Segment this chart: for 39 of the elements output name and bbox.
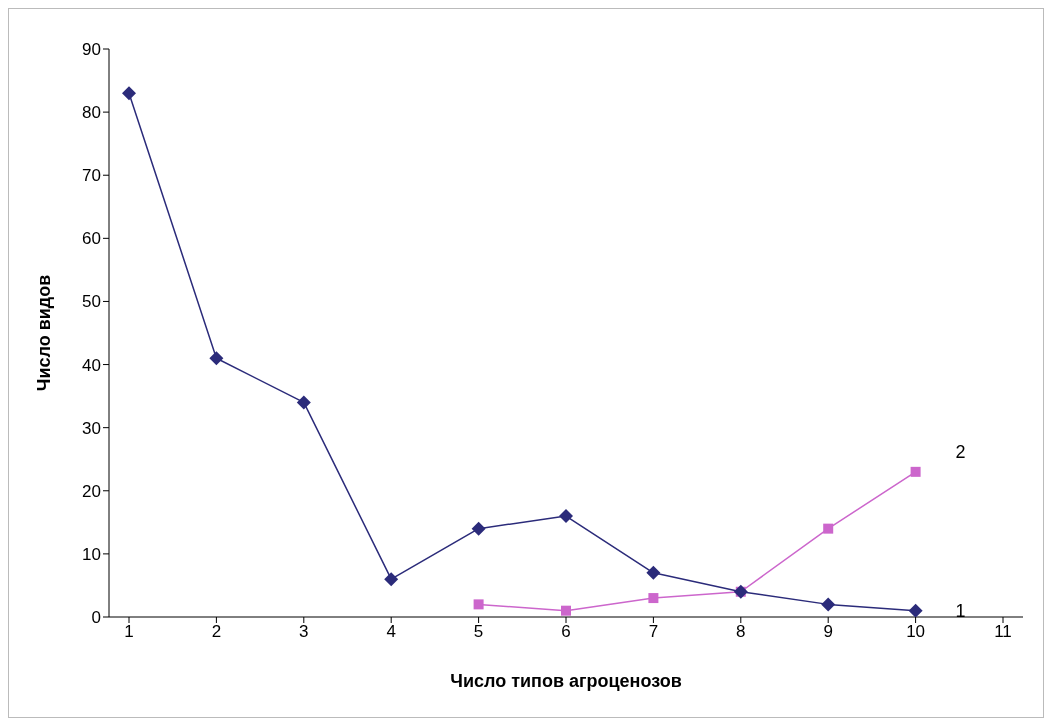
series-label: 2 xyxy=(955,441,966,462)
x-tick-label: 1 xyxy=(124,622,134,642)
point xyxy=(122,86,136,101)
point xyxy=(648,593,659,604)
point xyxy=(471,521,486,536)
y-tick-label: 90 xyxy=(82,40,101,60)
x-tick-label: 11 xyxy=(994,622,1012,642)
point xyxy=(561,605,571,616)
y-tick-label: 10 xyxy=(82,544,101,564)
x-axis-title: Число типов агроценозов xyxy=(450,671,682,691)
y-tick-label: 30 xyxy=(82,418,101,438)
x-tick-label: 10 xyxy=(906,622,926,642)
x-tick-label: 6 xyxy=(561,622,571,642)
point xyxy=(908,603,923,617)
y-tick-label: 50 xyxy=(82,292,101,312)
y-tick-label: 70 xyxy=(82,166,101,186)
x-tick-label: 7 xyxy=(648,622,659,642)
point xyxy=(384,572,399,587)
y-tick-label: 80 xyxy=(82,103,101,123)
point xyxy=(473,599,484,610)
series-label: 1 xyxy=(955,600,966,621)
x-tick-label: 4 xyxy=(386,622,396,642)
point xyxy=(559,509,573,524)
x-tick-label: 5 xyxy=(473,622,484,642)
y-tick-label: 0 xyxy=(91,608,101,628)
point xyxy=(296,395,311,410)
point xyxy=(209,351,224,366)
y-tick-label: 20 xyxy=(82,481,101,501)
y-tick-label: 40 xyxy=(82,355,101,375)
point xyxy=(646,565,661,580)
point xyxy=(821,597,836,612)
y-axis-title: Число видов xyxy=(34,274,55,392)
x-tick-label: 8 xyxy=(736,622,746,642)
point xyxy=(823,523,834,534)
x-tick-label: 9 xyxy=(823,622,833,642)
x-tick-label: 2 xyxy=(211,622,222,642)
y-tick-label: 60 xyxy=(82,229,101,249)
x-tick-label: 3 xyxy=(299,622,309,642)
point xyxy=(910,466,921,477)
